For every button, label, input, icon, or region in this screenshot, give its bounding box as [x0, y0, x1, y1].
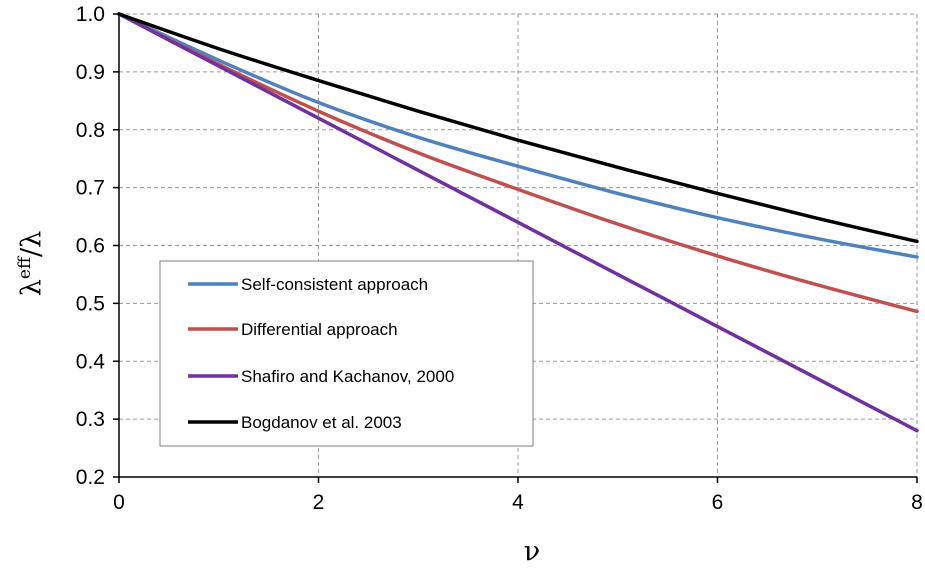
series-line-3 [117, 12, 919, 244]
y-tick-label-7: 0.9 [76, 61, 105, 84]
y-axis-title-base: λ [16, 279, 47, 296]
y-tick-label-0: 0.2 [76, 466, 105, 489]
y-tick-label-8: 1.0 [76, 3, 105, 26]
y-axis-title: λeff/λ [15, 231, 47, 296]
series-line-2 [117, 12, 919, 433]
y-tick-label-1: 0.3 [76, 408, 105, 431]
x-tick-label-1: 2 [313, 491, 325, 514]
y-tick-label-3: 0.5 [76, 292, 105, 315]
x-tick-label-0: 0 [113, 491, 125, 514]
legend-label-2: Shafiro and Kachanov, 2000 [241, 367, 454, 386]
y-tick-label-6: 0.8 [76, 119, 105, 142]
series-line-0 [117, 12, 919, 259]
x-tick-label-2: 4 [512, 491, 524, 514]
x-tick-label-4: 8 [911, 491, 923, 514]
legend-label-3: Bogdanov et al. 2003 [241, 413, 402, 432]
legend-label-0: Self-consistent approach [241, 275, 428, 294]
series-lines [117, 12, 919, 433]
legend-box [159, 260, 534, 447]
y-tick-label-4: 0.6 [76, 235, 105, 258]
legend: Self-consistent approach Differential app… [159, 260, 534, 447]
y-axis-title-sup: eff [15, 255, 35, 279]
y-tick-label-5: 0.7 [76, 177, 105, 200]
tick-labels: 0.2 0.3 0.4 0.5 0.6 0.7 0.8 0.9 1.0 0 2 4 6 8 [76, 3, 923, 514]
series-line-1 [117, 12, 919, 314]
x-axis-title: ν [524, 536, 540, 567]
axes [113, 13, 918, 483]
x-tick-label-3: 6 [712, 491, 724, 514]
y-tick-label-2: 0.4 [76, 350, 106, 373]
y-axis-title-tail: /λ [16, 231, 47, 257]
legend-label-1: Differential approach [241, 320, 398, 339]
